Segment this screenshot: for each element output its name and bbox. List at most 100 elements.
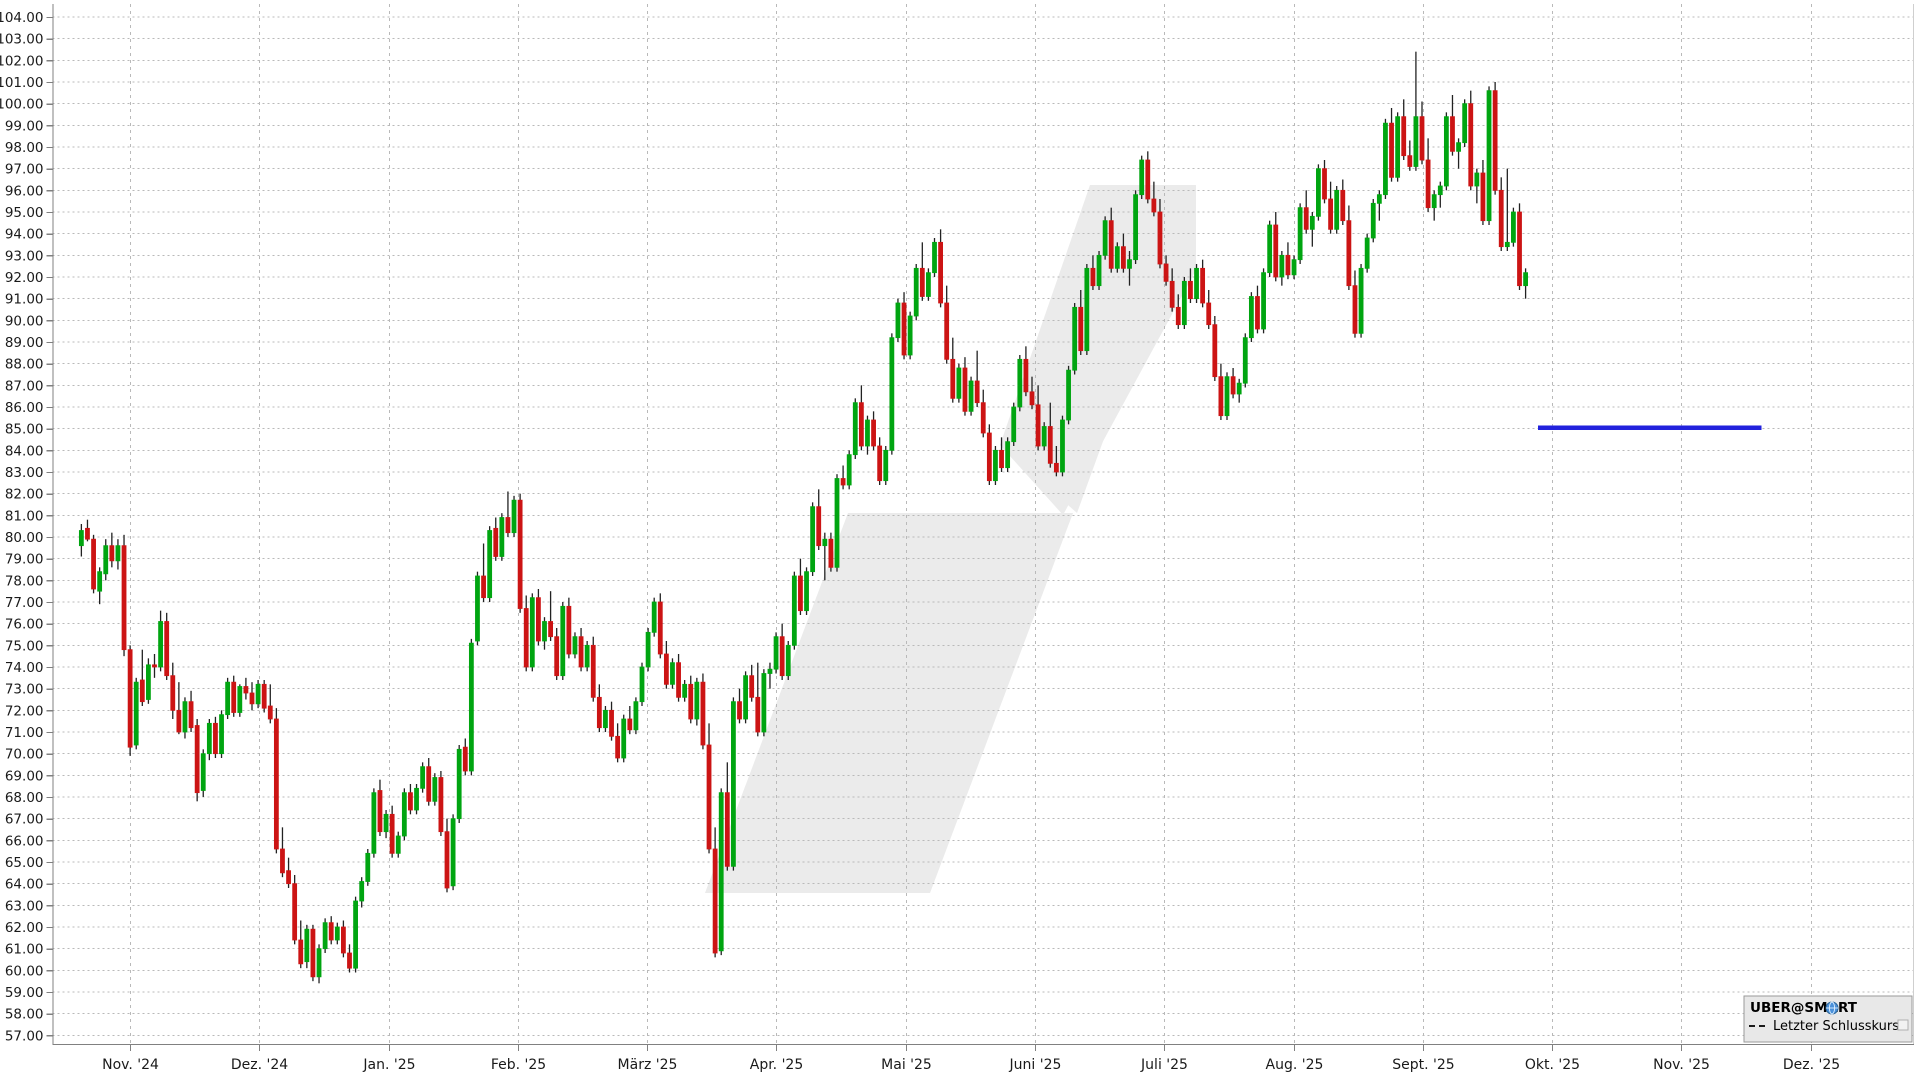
- candlestick[interactable]: [1322, 160, 1327, 204]
- candlestick[interactable]: [603, 706, 608, 732]
- candlestick[interactable]: [542, 617, 547, 650]
- candlestick[interactable]: [1267, 220, 1273, 277]
- candlestick[interactable]: [249, 682, 255, 711]
- candlestick[interactable]: [200, 749, 206, 797]
- candlestick[interactable]: [462, 738, 468, 776]
- candlestick[interactable]: [663, 641, 669, 689]
- candlestick[interactable]: [487, 526, 493, 602]
- candlestick[interactable]: [1072, 303, 1078, 375]
- candlestick[interactable]: [152, 654, 157, 678]
- candlestick[interactable]: [1090, 255, 1096, 290]
- candlestick[interactable]: [408, 784, 413, 815]
- candlestick[interactable]: [919, 242, 925, 301]
- candlestick[interactable]: [450, 814, 456, 891]
- candlestick[interactable]: [383, 810, 389, 839]
- candlestick[interactable]: [889, 333, 895, 455]
- candlestick[interactable]: [206, 719, 212, 761]
- candlestick[interactable]: [986, 424, 992, 485]
- candlestick[interactable]: [609, 701, 614, 741]
- candlestick[interactable]: [280, 827, 285, 878]
- candlestick[interactable]: [706, 723, 712, 854]
- candlestick[interactable]: [115, 539, 121, 570]
- candlestick[interactable]: [267, 684, 273, 724]
- candlestick[interactable]: [584, 641, 590, 672]
- candlestick[interactable]: [852, 398, 858, 459]
- candlestick[interactable]: [359, 877, 365, 908]
- candlestick[interactable]: [1279, 251, 1285, 286]
- candlestick[interactable]: [737, 688, 742, 724]
- candlestick[interactable]: [1053, 446, 1059, 477]
- candlestick[interactable]: [109, 532, 115, 568]
- candlestick[interactable]: [1352, 270, 1358, 338]
- candlestick[interactable]: [1188, 268, 1193, 303]
- candlestick[interactable]: [139, 649, 145, 706]
- candlestick[interactable]: [353, 896, 358, 973]
- candlestick[interactable]: [1328, 181, 1333, 234]
- candlestick[interactable]: [1139, 155, 1145, 199]
- candlestick[interactable]: [877, 437, 883, 485]
- candlestick[interactable]: [1181, 277, 1187, 329]
- candlestick[interactable]: [499, 513, 505, 561]
- candlestick[interactable]: [1413, 51, 1419, 171]
- candlestick[interactable]: [536, 589, 541, 646]
- candlestick[interactable]: [950, 337, 956, 403]
- candlestick[interactable]: [1431, 190, 1437, 221]
- candlestick[interactable]: [1066, 365, 1071, 425]
- candlestick[interactable]: [78, 524, 84, 557]
- candlestick[interactable]: [1157, 199, 1163, 269]
- candlestick[interactable]: [865, 415, 870, 455]
- candlestick[interactable]: [273, 708, 279, 854]
- candlestick[interactable]: [962, 357, 968, 416]
- candlestick[interactable]: [1297, 203, 1303, 264]
- candlestick[interactable]: [1474, 168, 1480, 204]
- candlestick[interactable]: [316, 944, 322, 984]
- candlestick[interactable]: [907, 311, 913, 360]
- candlestick[interactable]: [895, 298, 901, 342]
- candlestick[interactable]: [1285, 242, 1291, 280]
- candlestick[interactable]: [1194, 264, 1199, 303]
- candlestick[interactable]: [731, 697, 736, 871]
- candlestick[interactable]: [1084, 264, 1090, 355]
- candlestick[interactable]: [1523, 268, 1528, 299]
- candlestick[interactable]: [1230, 368, 1236, 399]
- candlestick[interactable]: [810, 502, 816, 576]
- candlestick[interactable]: [1364, 233, 1370, 273]
- candlestick[interactable]: [347, 944, 352, 973]
- candlestick[interactable]: [834, 474, 840, 572]
- candlestick[interactable]: [97, 567, 103, 605]
- candlestick[interactable]: [158, 610, 163, 672]
- candlestick[interactable]: [1206, 290, 1212, 329]
- candlestick[interactable]: [816, 489, 822, 550]
- candlestick[interactable]: [1047, 402, 1053, 468]
- candlestick[interactable]: [627, 706, 633, 735]
- candlestick[interactable]: [1163, 255, 1169, 286]
- candlestick[interactable]: [804, 567, 809, 615]
- candlestick[interactable]: [1218, 363, 1224, 420]
- candlestick[interactable]: [1389, 108, 1394, 182]
- candlestick[interactable]: [858, 385, 864, 451]
- candlestick[interactable]: [913, 264, 919, 321]
- candlestick[interactable]: [1383, 118, 1388, 199]
- candlestick[interactable]: [322, 918, 328, 953]
- candlestick[interactable]: [1407, 140, 1413, 171]
- candlestick[interactable]: [475, 571, 480, 646]
- candlestick[interactable]: [633, 697, 639, 735]
- candlestick[interactable]: [822, 532, 828, 581]
- candlestick[interactable]: [164, 612, 170, 680]
- candlestick[interactable]: [1303, 190, 1309, 234]
- candlestick[interactable]: [1096, 251, 1102, 290]
- candlestick[interactable]: [1511, 207, 1516, 247]
- candlestick[interactable]: [1401, 99, 1407, 160]
- candlestick[interactable]: [1200, 259, 1206, 308]
- candlestick[interactable]: [334, 922, 340, 945]
- candlestick[interactable]: [1291, 255, 1297, 280]
- candlestick[interactable]: [1309, 212, 1315, 247]
- candlestick[interactable]: [103, 539, 109, 581]
- candlestick[interactable]: [1017, 355, 1023, 412]
- candlestick[interactable]: [932, 238, 937, 277]
- candlestick[interactable]: [779, 623, 785, 680]
- candlestick[interactable]: [1492, 82, 1498, 195]
- candlestick[interactable]: [395, 831, 401, 858]
- candlestick[interactable]: [1029, 376, 1035, 410]
- candlestick[interactable]: [121, 534, 127, 657]
